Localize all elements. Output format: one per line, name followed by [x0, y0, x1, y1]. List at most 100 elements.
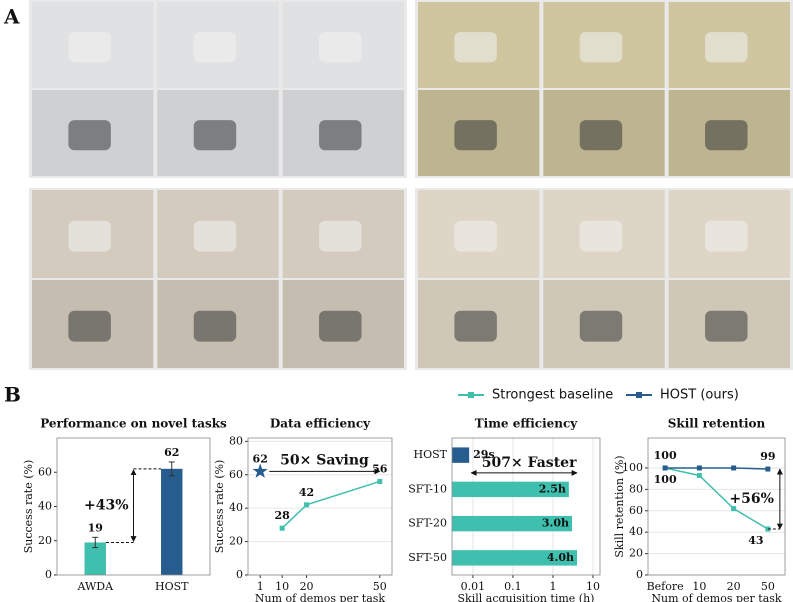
bar: [84, 542, 106, 575]
x-axis-label: Num of demos per task: [255, 592, 386, 602]
value-label: 43: [748, 534, 763, 547]
value-label: 100: [654, 473, 677, 486]
photo-object: [454, 32, 497, 63]
y-axis-label: Success rate (%): [213, 460, 226, 554]
value-label: 42: [299, 486, 314, 499]
y-tick-label: 40: [629, 525, 643, 538]
photo-object: [68, 120, 111, 151]
y-tick-label: 60: [38, 465, 52, 478]
y-tick-label: 40: [38, 500, 52, 513]
photo-object: [705, 120, 748, 151]
annotation: +56%: [729, 491, 774, 507]
value-label: 99: [760, 450, 775, 463]
star-marker: [252, 463, 268, 478]
photo-object: [193, 120, 237, 151]
photo-object: [68, 220, 111, 252]
value-label: 2.5h: [539, 482, 566, 495]
photo-object: [319, 32, 362, 63]
legend-marker: [636, 392, 642, 398]
photo-object: [193, 220, 237, 252]
photo-object: [319, 310, 362, 342]
photo-object: [193, 32, 237, 63]
value-label: 4.0h: [547, 551, 574, 564]
photo-object: [454, 120, 497, 151]
photo-object: [705, 220, 748, 252]
x-tick-label: 20: [300, 580, 314, 593]
y-tick-label: 0: [636, 568, 643, 581]
y-axis-label: Success rate (%): [22, 460, 35, 554]
value-label: 3.0h: [542, 517, 569, 530]
y-tick-label: SFT-50: [408, 551, 447, 564]
value-label: 19: [88, 521, 103, 534]
y-tick-label: SFT-20: [408, 517, 447, 530]
legend-marker: [468, 392, 474, 398]
y-tick-label: SFT-10: [408, 482, 447, 495]
series-line: [664, 467, 769, 530]
photo-object: [319, 120, 362, 151]
panel-label: B: [4, 383, 21, 407]
chart-title: Data efficiency: [270, 417, 371, 431]
x-tick-label: 50: [761, 580, 775, 593]
y-tick-label: 0: [45, 568, 52, 581]
annotation: 50× Saving: [280, 452, 369, 468]
x-tick-label: HOST: [155, 580, 189, 593]
x-tick-label: 0.01: [461, 580, 486, 593]
y-tick-label: 60: [229, 468, 243, 481]
photo-object: [579, 310, 623, 342]
y-tick-label: 80: [229, 434, 243, 447]
value-label: 56: [372, 462, 388, 475]
x-tick-label: 20: [727, 580, 741, 593]
x-tick-label: 1: [257, 580, 264, 593]
photo-object: [68, 310, 111, 342]
value-label: 62: [164, 446, 179, 459]
marker: [279, 525, 285, 531]
marker: [696, 472, 702, 478]
value-label: 28: [275, 509, 291, 522]
bar: [452, 447, 470, 463]
x-tick-label: 1: [549, 580, 556, 593]
marker: [731, 506, 737, 512]
x-tick-label: 50: [373, 580, 387, 593]
photo-object: [579, 220, 623, 252]
plot-frame: [647, 437, 786, 576]
marker: [731, 465, 737, 471]
plot-frame: [247, 437, 393, 576]
annotation: 507× Faster: [482, 455, 577, 471]
marker: [304, 502, 310, 508]
chart-title: Performance on novel tasks: [40, 417, 227, 431]
photo-object: [579, 120, 623, 151]
y-tick-label: HOST: [414, 448, 448, 461]
x-tick-label: AWDA: [76, 580, 114, 593]
plot-frame: [56, 437, 211, 576]
marker: [377, 478, 383, 484]
legend-label: HOST (ours): [660, 388, 739, 403]
legend-label: Strongest baseline: [492, 388, 613, 403]
y-tick-label: 100: [622, 461, 643, 474]
bar: [161, 468, 183, 575]
panel-label: A: [3, 5, 20, 29]
plot-frame: [451, 437, 601, 576]
chart-title: Skill retention: [668, 417, 766, 431]
bar: [452, 515, 573, 532]
value-label: 62: [253, 452, 268, 465]
x-axis-label: Skill acquisition time (h): [458, 592, 595, 602]
x-tick-label: 10: [275, 580, 289, 593]
chart-title: Time efficiency: [475, 417, 579, 431]
value-label: 100: [654, 449, 677, 462]
series-line: [281, 480, 381, 529]
x-tick-label: 0.1: [504, 580, 522, 593]
x-axis-label: Num of demos per task: [651, 592, 782, 602]
y-axis-label: Skill retention (%): [613, 455, 626, 557]
photo-object: [319, 220, 362, 252]
marker: [696, 465, 702, 471]
photo-object: [705, 310, 748, 342]
x-tick-label: Before: [647, 580, 684, 593]
y-tick-label: 60: [629, 504, 643, 517]
y-tick-label: 40: [229, 501, 243, 514]
photo-object: [68, 32, 111, 63]
bar: [452, 481, 569, 498]
photo-object: [579, 32, 623, 63]
marker: [765, 466, 771, 472]
x-tick-label: 10: [586, 580, 600, 593]
